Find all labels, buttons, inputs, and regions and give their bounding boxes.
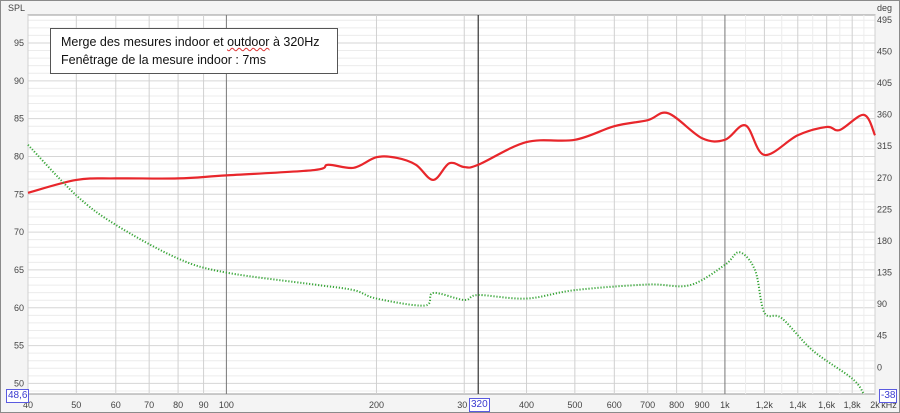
y-right-tick-label: 495 [877,15,892,25]
y-left-tick-label: 65 [14,265,24,275]
y-left-tick-label: 70 [14,227,24,237]
x-tick-label: 40 [23,400,33,410]
annotation-line1-prefix: Merge des mesures indoor et [61,35,228,49]
y-right-tick-label: 90 [877,299,887,309]
x-tick-label: 100 [219,400,234,410]
x-tick-label: 90 [199,400,209,410]
x-tick-label: 700 [640,400,655,410]
y-right-tick-label: 225 [877,204,892,214]
y-left-tick-label: 85 [14,114,24,124]
x-tick-label: 2k [870,400,880,410]
y-right-tick-label: 45 [877,331,887,341]
x-tick-label: 70 [144,400,154,410]
y-right-tick-label: 0 [877,362,882,372]
x-tick-label: 500 [567,400,582,410]
x-tick-label: 80 [173,400,183,410]
annotation-box: Merge des mesures indoor et outdoor à 32… [50,28,338,74]
y-left-axis-label: SPL [8,3,25,13]
cursor-y-left-readout: 48,6 [6,389,30,403]
x-tick-label: 400 [519,400,534,410]
y-right-tick-label: 450 [877,46,892,56]
y-left-tick-label: 75 [14,189,24,199]
x-tick-label: 1,8k [844,400,862,410]
x-tick-label: 30 [457,400,467,410]
y-left-tick-label: 50 [14,378,24,388]
x-tick-label: 50 [71,400,81,410]
x-tick-label: 900 [695,400,710,410]
x-tick-label: 600 [607,400,622,410]
x-unit-label: kHz [881,400,897,410]
x-tick-label: 1,2k [756,400,774,410]
x-tick-label: 60 [111,400,121,410]
y-right-tick-label: 315 [877,141,892,151]
y-left-tick-label: 80 [14,151,24,161]
y-right-tick-label: 180 [877,236,892,246]
annotation-underlined-word: outdoor [227,35,270,49]
y-right-tick-label: 360 [877,110,892,120]
y-left-tick-label: 60 [14,303,24,313]
phase-series-line [27,144,865,395]
annotation-line2: Fenêtrage de la mesure indoor : 7ms [61,53,266,67]
cursor-y-right-readout: -38 [879,389,898,403]
x-tick-label: 1,4k [789,400,807,410]
y-left-tick-label: 95 [14,38,24,48]
cursor-x-readout: 320 [469,398,490,412]
x-tick-label: 800 [669,400,684,410]
x-tick-label: 200 [369,400,384,410]
y-right-tick-label: 405 [877,78,892,88]
y-right-tick-label: 135 [877,268,892,278]
y-right-axis-label: deg [877,3,892,13]
x-tick-label: 1k [720,400,730,410]
y-right-tick-label: 270 [877,173,892,183]
x-tick-label: 1,6k [818,400,836,410]
annotation-line1-suffix: à 320Hz [269,35,320,49]
y-left-tick-label: 90 [14,76,24,86]
y-left-tick-label: 55 [14,341,24,351]
